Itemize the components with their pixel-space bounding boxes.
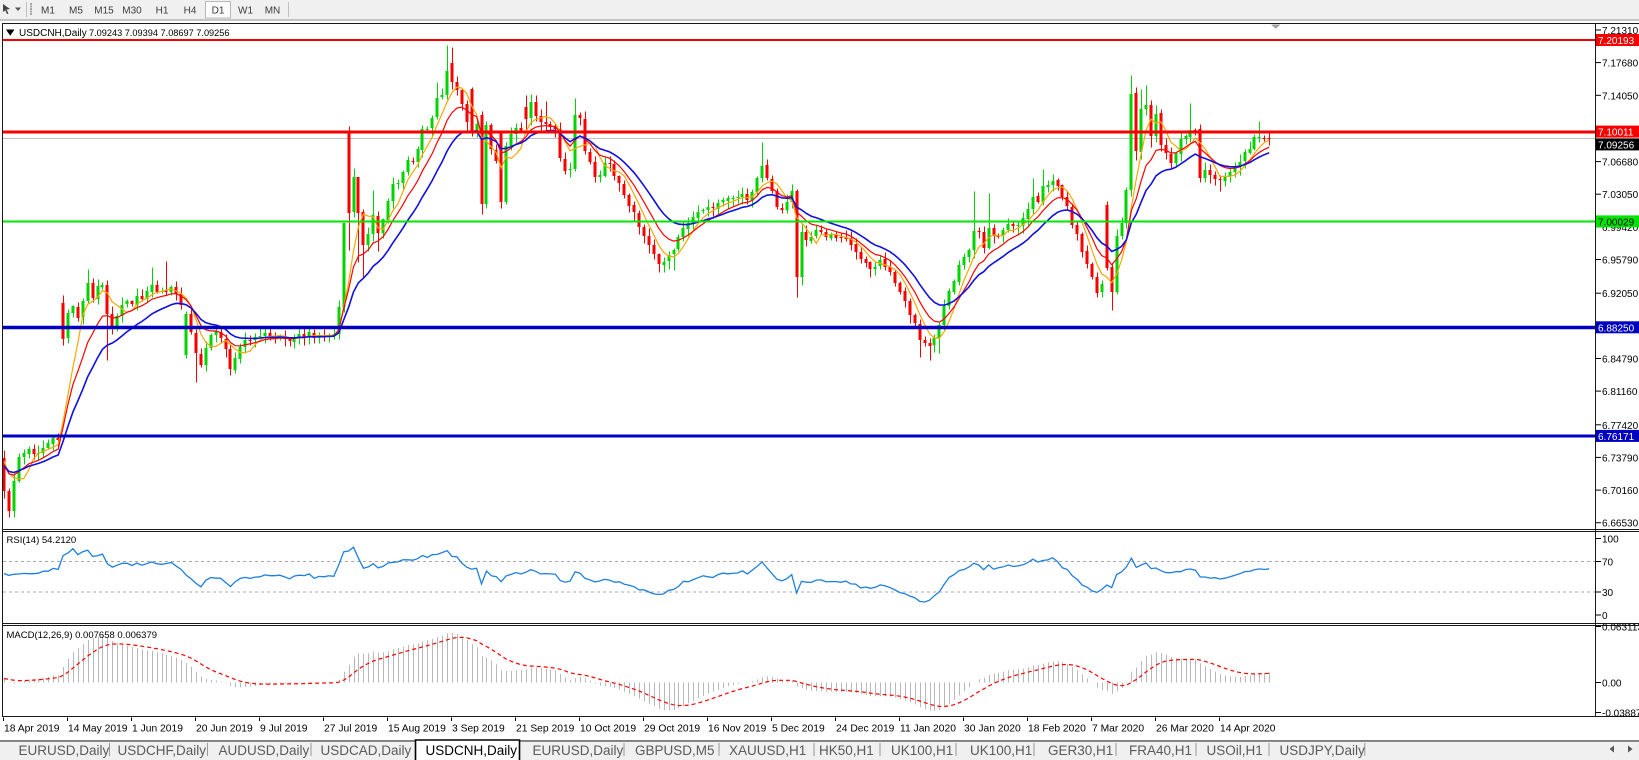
svg-text:7.10011: 7.10011 [1598,128,1634,139]
svg-text:7.06680: 7.06680 [1602,158,1639,169]
svg-text:6.92050: 6.92050 [1602,289,1639,300]
svg-text:6.76171: 6.76171 [1598,432,1635,443]
svg-text:18 Apr 2019: 18 Apr 2019 [4,724,60,735]
svg-text:100: 100 [1602,535,1619,546]
svg-text:27 Jul 2019: 27 Jul 2019 [324,724,378,735]
svg-text:9 Jul 2019: 9 Jul 2019 [260,724,308,735]
svg-text:USDCNH,Daily: USDCNH,Daily [426,743,518,758]
svg-text:6.66530: 6.66530 [1602,519,1639,530]
svg-text:7.09243 7.09394 7.08697 7.0925: 7.09243 7.09394 7.08697 7.09256 [89,28,230,38]
svg-text:6.84790: 6.84790 [1602,355,1639,366]
svg-text:M30: M30 [122,6,142,17]
svg-text:W1: W1 [238,6,253,17]
svg-text:GBPUSD,M5: GBPUSD,M5 [635,743,715,758]
svg-text:7.14050: 7.14050 [1602,91,1639,102]
svg-text:H1: H1 [156,6,169,17]
svg-text:0.063113: 0.063113 [1602,623,1639,634]
svg-text:7.21310: 7.21310 [1602,26,1639,37]
svg-text:EURUSD,Daily: EURUSD,Daily [533,743,624,758]
svg-text:14 Apr 2020: 14 Apr 2020 [1220,724,1276,735]
svg-text:USDCAD,Daily: USDCAD,Daily [321,743,412,758]
svg-text:14 May 2019: 14 May 2019 [68,724,128,735]
svg-text:7.17680: 7.17680 [1602,59,1639,70]
svg-text:15 Aug 2019: 15 Aug 2019 [388,724,446,735]
svg-text:1 Jun 2019: 1 Jun 2019 [132,724,183,735]
svg-text:USDCHF,Daily: USDCHF,Daily [118,743,207,758]
svg-text:7 Mar 2020: 7 Mar 2020 [1092,724,1144,735]
svg-text:-0.038872: -0.038872 [1602,709,1639,720]
svg-text:20 Jun 2019: 20 Jun 2019 [196,724,253,735]
svg-text:6.99420: 6.99420 [1602,223,1639,234]
svg-text:30: 30 [1602,588,1614,599]
svg-text:7.00029: 7.00029 [1598,217,1635,228]
svg-text:GER30,H1: GER30,H1 [1048,743,1113,758]
svg-text:10 Oct 2019: 10 Oct 2019 [580,724,636,735]
svg-text:M1: M1 [41,6,55,17]
svg-text:6.77420: 6.77420 [1602,421,1639,432]
svg-text:XAUUSD,H1: XAUUSD,H1 [729,743,806,758]
svg-text:USOil,H1: USOil,H1 [1207,743,1263,758]
svg-text:6.88250: 6.88250 [1598,323,1635,334]
svg-text:AUDUSD,Daily: AUDUSD,Daily [219,743,310,758]
svg-text:6.81160: 6.81160 [1602,387,1638,398]
svg-text:18 Feb 2020: 18 Feb 2020 [1028,724,1086,735]
svg-text:6.95790: 6.95790 [1602,256,1639,267]
svg-text:MN: MN [265,6,281,17]
svg-text:RSI(14) 54.2120: RSI(14) 54.2120 [7,535,77,546]
svg-text:M5: M5 [69,6,83,17]
svg-text:6.70160: 6.70160 [1602,486,1639,497]
svg-text:11 Jan 2020: 11 Jan 2020 [900,724,956,735]
svg-text:UK100,H1: UK100,H1 [970,743,1032,758]
svg-text:0.00: 0.00 [1602,679,1622,690]
svg-text:29 Oct 2019: 29 Oct 2019 [644,724,700,735]
svg-text:0: 0 [1602,611,1608,622]
svg-text:UK100,H1: UK100,H1 [891,743,953,758]
svg-text:H4: H4 [184,6,197,17]
svg-text:M15: M15 [94,6,114,17]
svg-text:26 Mar 2020: 26 Mar 2020 [1156,724,1214,735]
svg-text:MACD(12,26,9) 0.007658 0.00637: MACD(12,26,9) 0.007658 0.006379 [7,630,158,641]
svg-text:7.20193: 7.20193 [1598,36,1635,47]
svg-text:7.09256: 7.09256 [1598,140,1635,151]
svg-text:D1: D1 [212,6,225,17]
svg-text:FRA40,H1: FRA40,H1 [1129,743,1192,758]
svg-text:16 Nov 2019: 16 Nov 2019 [708,724,767,735]
svg-text:21 Sep 2019: 21 Sep 2019 [516,724,575,735]
svg-text:EURUSD,Daily: EURUSD,Daily [19,743,110,758]
svg-text:USDCNH,Daily: USDCNH,Daily [19,28,87,39]
svg-text:6.73790: 6.73790 [1602,453,1639,464]
svg-text:70: 70 [1602,558,1614,569]
svg-text:24 Dec 2019: 24 Dec 2019 [836,724,895,735]
svg-text:3 Sep 2019: 3 Sep 2019 [452,724,505,735]
svg-text:HK50,H1: HK50,H1 [819,743,874,758]
svg-text:30 Jan 2020: 30 Jan 2020 [964,724,1021,735]
svg-text:7.03050: 7.03050 [1602,190,1639,201]
svg-text:5 Dec 2019: 5 Dec 2019 [772,724,825,735]
svg-text:USDJPY,Daily: USDJPY,Daily [1280,743,1366,758]
